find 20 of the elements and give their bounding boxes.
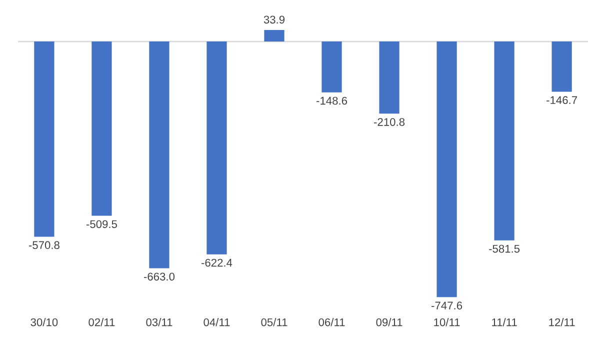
x-tick-label: 02/11 (88, 318, 115, 326)
x-tick-label: 03/11 (146, 318, 172, 326)
data-label: -747.6 (432, 302, 462, 310)
x-tick-label: 04/11 (204, 318, 230, 326)
data-label: -146.7 (546, 96, 577, 104)
data-label: -663.0 (144, 272, 175, 281)
x-tick-label: 10/11 (434, 318, 460, 326)
x-tick-label: 09/11 (376, 318, 402, 326)
data-label: 33.9 (264, 16, 285, 24)
x-tick-label: 12/11 (549, 318, 575, 326)
x-tick-label: 06/11 (318, 318, 345, 326)
x-tick-label: 05/11 (261, 318, 288, 326)
data-label: -581.5 (489, 244, 520, 253)
data-label: -148.6 (316, 96, 348, 105)
data-label: -570.8 (28, 241, 60, 250)
data-label: -210.8 (374, 118, 405, 126)
x-tick-label: 30/10 (30, 318, 58, 326)
data-label: -622.4 (201, 258, 232, 267)
data-label: -509.5 (86, 220, 117, 228)
x-tick-label: 11/11 (492, 318, 517, 326)
